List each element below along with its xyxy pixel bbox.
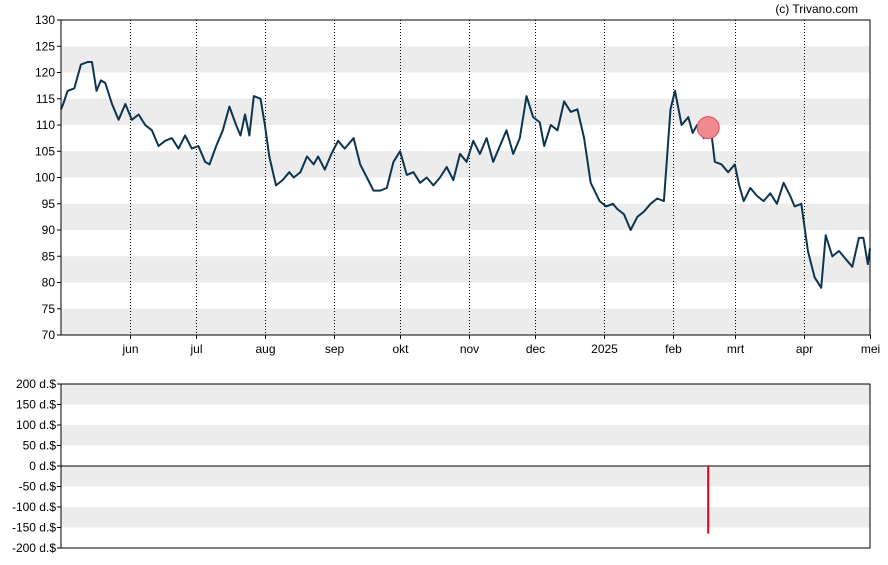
transaction-panel: 200 d.$ 150 d.$ 100 d.$ 50 d.$ 0 d.$ -50 d.$ -… (12, 377, 871, 555)
x-tick-label: sep (325, 342, 345, 356)
y-tick-label: 150 d.$ (16, 398, 56, 412)
transaction-band (61, 425, 870, 446)
transaction-band (61, 507, 870, 528)
y-tick-label: 130 (35, 13, 55, 27)
y-tick-label: 0 d.$ (29, 459, 56, 473)
y-tick-label: 115 (36, 92, 55, 106)
credit-label: (c) Trivano.com (775, 2, 858, 16)
price-band (61, 308, 870, 335)
x-tick-label: nov (460, 342, 479, 356)
y-tick-label: 100 d.$ (16, 418, 56, 432)
x-tick-label: jul (189, 342, 202, 356)
price-frame (60, 19, 871, 336)
transaction-band (61, 384, 870, 405)
x-tick-label: apr (796, 342, 813, 356)
price-line (60, 61, 871, 289)
price-y-ticks: 130 125 120 115 110 105 100 95 90 85 80 75 70 (35, 13, 61, 342)
price-x-ticks: jun jul aug sep okt nov dec 2025 feb mrt apr mei (121, 342, 880, 356)
month-gridlines (130, 20, 871, 339)
x-tick-label: okt (392, 342, 409, 356)
y-tick-label: 200 d.$ (16, 377, 56, 391)
price-band (61, 203, 870, 230)
y-tick-label: 120 (35, 66, 55, 80)
transaction-band (61, 466, 870, 487)
x-tick-label: mrt (727, 342, 745, 356)
y-tick-label: -50 d.$ (19, 480, 57, 494)
x-tick-label: jun (121, 342, 138, 356)
x-tick-label: feb (665, 342, 682, 356)
y-tick-label: 110 (36, 118, 55, 132)
price-band (61, 256, 870, 283)
x-tick-label: 2025 (591, 342, 618, 356)
y-tick-label: 50 d.$ (23, 439, 57, 453)
price-band (61, 151, 870, 178)
price-panel: 130 125 120 115 110 105 100 95 90 85 80 75 70 jun jul… (35, 13, 880, 356)
x-tick-label: aug (255, 342, 275, 356)
y-tick-label: -150 d.$ (12, 521, 56, 535)
price-band (61, 98, 870, 125)
x-tick-label: dec (526, 342, 545, 356)
y-tick-label: 100 (35, 171, 55, 185)
transaction-marker (696, 116, 720, 140)
transaction-bands (61, 384, 870, 528)
y-tick-label: -200 d.$ (12, 541, 56, 555)
y-tick-label: 95 (42, 197, 56, 211)
y-tick-label: -100 d.$ (12, 500, 56, 514)
y-tick-label: 75 (42, 302, 56, 316)
transaction-y-ticks: 200 d.$ 150 d.$ 100 d.$ 50 d.$ 0 d.$ -50 d.$ -… (12, 377, 61, 555)
y-tick-label: 125 (35, 39, 55, 53)
y-tick-label: 90 (42, 223, 56, 237)
y-tick-label: 80 (42, 276, 56, 290)
y-tick-label: 70 (42, 328, 56, 342)
x-tick-label: mei (861, 342, 880, 356)
y-tick-label: 85 (42, 249, 56, 263)
price-band (61, 46, 870, 73)
transaction-frame (60, 383, 871, 549)
y-tick-label: 105 (35, 144, 55, 158)
